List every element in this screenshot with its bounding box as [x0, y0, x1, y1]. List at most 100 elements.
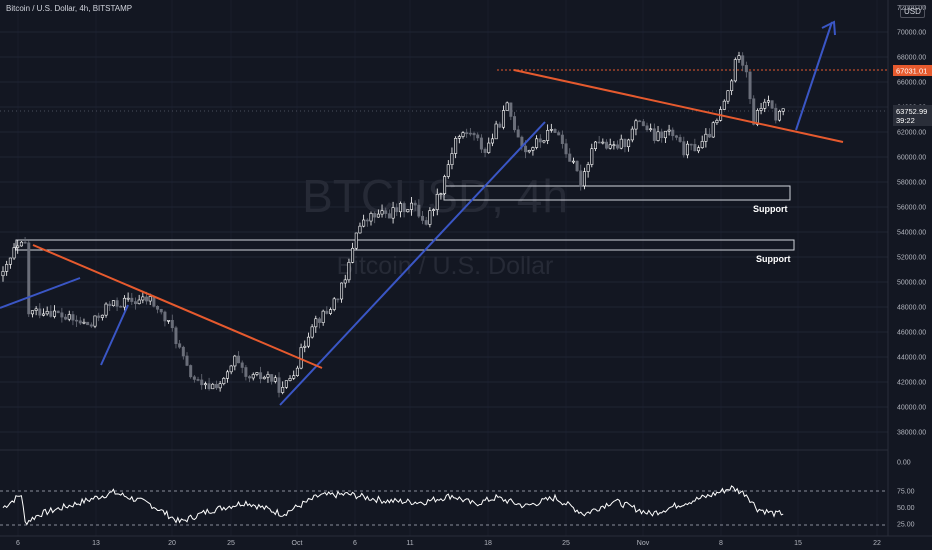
candle-body [303, 345, 307, 348]
candle-body [192, 376, 196, 380]
candle-body [306, 336, 310, 347]
candle-body [19, 241, 23, 247]
candle-body [479, 137, 483, 150]
candle-body [141, 296, 145, 301]
candle-body [564, 143, 568, 155]
candle-body [498, 123, 502, 128]
candle-body [104, 303, 108, 316]
candle-body [516, 129, 520, 138]
price-axis[interactable]: 70000.0068000.0066000.0064000.0062000.00… [897, 30, 926, 437]
projection-arrow-head-icon [821, 20, 836, 36]
projection-arrow[interactable] [795, 21, 833, 131]
candle-body [218, 383, 222, 389]
candle-body [167, 320, 171, 322]
candle-body [575, 160, 579, 172]
candle-body [450, 153, 454, 165]
candle-body [439, 193, 443, 195]
candle-body [126, 297, 130, 300]
candle-body [67, 314, 71, 320]
candle-body [737, 55, 741, 60]
time-tick-label: 25 [227, 540, 235, 547]
candle-body [730, 80, 734, 92]
candle-body [468, 132, 472, 135]
candle-body [553, 129, 557, 133]
rsi-tick-label: 0.00 [897, 460, 911, 467]
candle-body [409, 202, 413, 210]
candle-body [130, 297, 134, 302]
candle-body [41, 313, 45, 316]
candle-countdown-label: 39:22 [896, 116, 915, 125]
candle-body [733, 59, 737, 82]
candle-body [222, 378, 226, 385]
candle-body [244, 367, 248, 377]
candle-body [770, 100, 774, 109]
candle-body [196, 379, 200, 381]
candle-body [744, 65, 748, 73]
support-label-lower: Support [756, 254, 791, 264]
candle-body [122, 297, 126, 308]
price-tick-label: 70000.00 [897, 30, 926, 37]
candle-body [560, 134, 564, 144]
price-tick-label: 38000.00 [897, 430, 926, 437]
candle-body [579, 170, 583, 187]
candle-body [336, 298, 340, 301]
candle-body [446, 164, 450, 177]
candle-body [524, 145, 528, 153]
candle-body [97, 315, 101, 318]
time-tick-label: 25 [562, 540, 570, 547]
trendline-blue-1[interactable] [0, 277, 81, 309]
candle-body [229, 365, 233, 373]
rsi-line [2, 485, 784, 526]
time-tick-label: 6 [16, 540, 20, 547]
candle-body [53, 310, 57, 317]
candle-body [159, 308, 163, 313]
resistance-price-badge [893, 65, 932, 76]
candle-body [535, 138, 539, 148]
trendline-blue-2[interactable] [100, 304, 129, 366]
candle-body [89, 324, 93, 327]
rsi-axis[interactable]: 0.00 25.00 50.00 75.00 [897, 460, 915, 529]
trendline-red-1[interactable] [32, 244, 323, 369]
trendlines[interactable] [0, 20, 844, 406]
support-zone-lower[interactable] [15, 239, 795, 251]
candle-body [398, 203, 402, 213]
trendline-red-2[interactable] [513, 69, 844, 143]
price-tick-label: 40000.00 [897, 405, 926, 412]
candle-body [634, 120, 638, 130]
axis-corner-label: 72000.00 [897, 5, 926, 12]
candle-body [376, 213, 380, 218]
candle-body [38, 308, 42, 316]
candle-body [314, 318, 318, 328]
candle-body [428, 210, 432, 225]
candle-body [262, 376, 266, 380]
candle-body [365, 219, 369, 222]
candle-body [752, 98, 756, 125]
candle-body [619, 138, 623, 149]
candle-body [347, 262, 351, 281]
candle-body [774, 107, 778, 121]
trendline-blue-3[interactable] [279, 121, 546, 406]
candle-body [708, 133, 712, 138]
candle-body [288, 378, 292, 381]
time-tick-label: 6 [353, 540, 357, 547]
candle-body [627, 139, 631, 148]
rsi-tick-label: 75.00 [897, 489, 915, 496]
candle-body [30, 310, 34, 315]
time-axis[interactable]: 6 13 20 25 Oct 6 11 18 25 Nov 8 15 22 [16, 540, 881, 547]
candle-body [351, 247, 355, 263]
candle-body [641, 121, 645, 127]
candle-body [277, 377, 281, 393]
candle-body [678, 137, 682, 142]
candle-body [325, 310, 329, 314]
candle-body [317, 318, 321, 323]
candle-body [384, 210, 388, 214]
candle-body [649, 128, 653, 131]
candle-body [284, 380, 288, 388]
support-label-upper: Support [753, 204, 788, 214]
currency-button[interactable]: USD [900, 5, 925, 18]
candle-body [233, 355, 237, 367]
candle-body [49, 310, 53, 317]
price-tick-label: 52000.00 [897, 255, 926, 262]
candle-body [373, 213, 377, 218]
